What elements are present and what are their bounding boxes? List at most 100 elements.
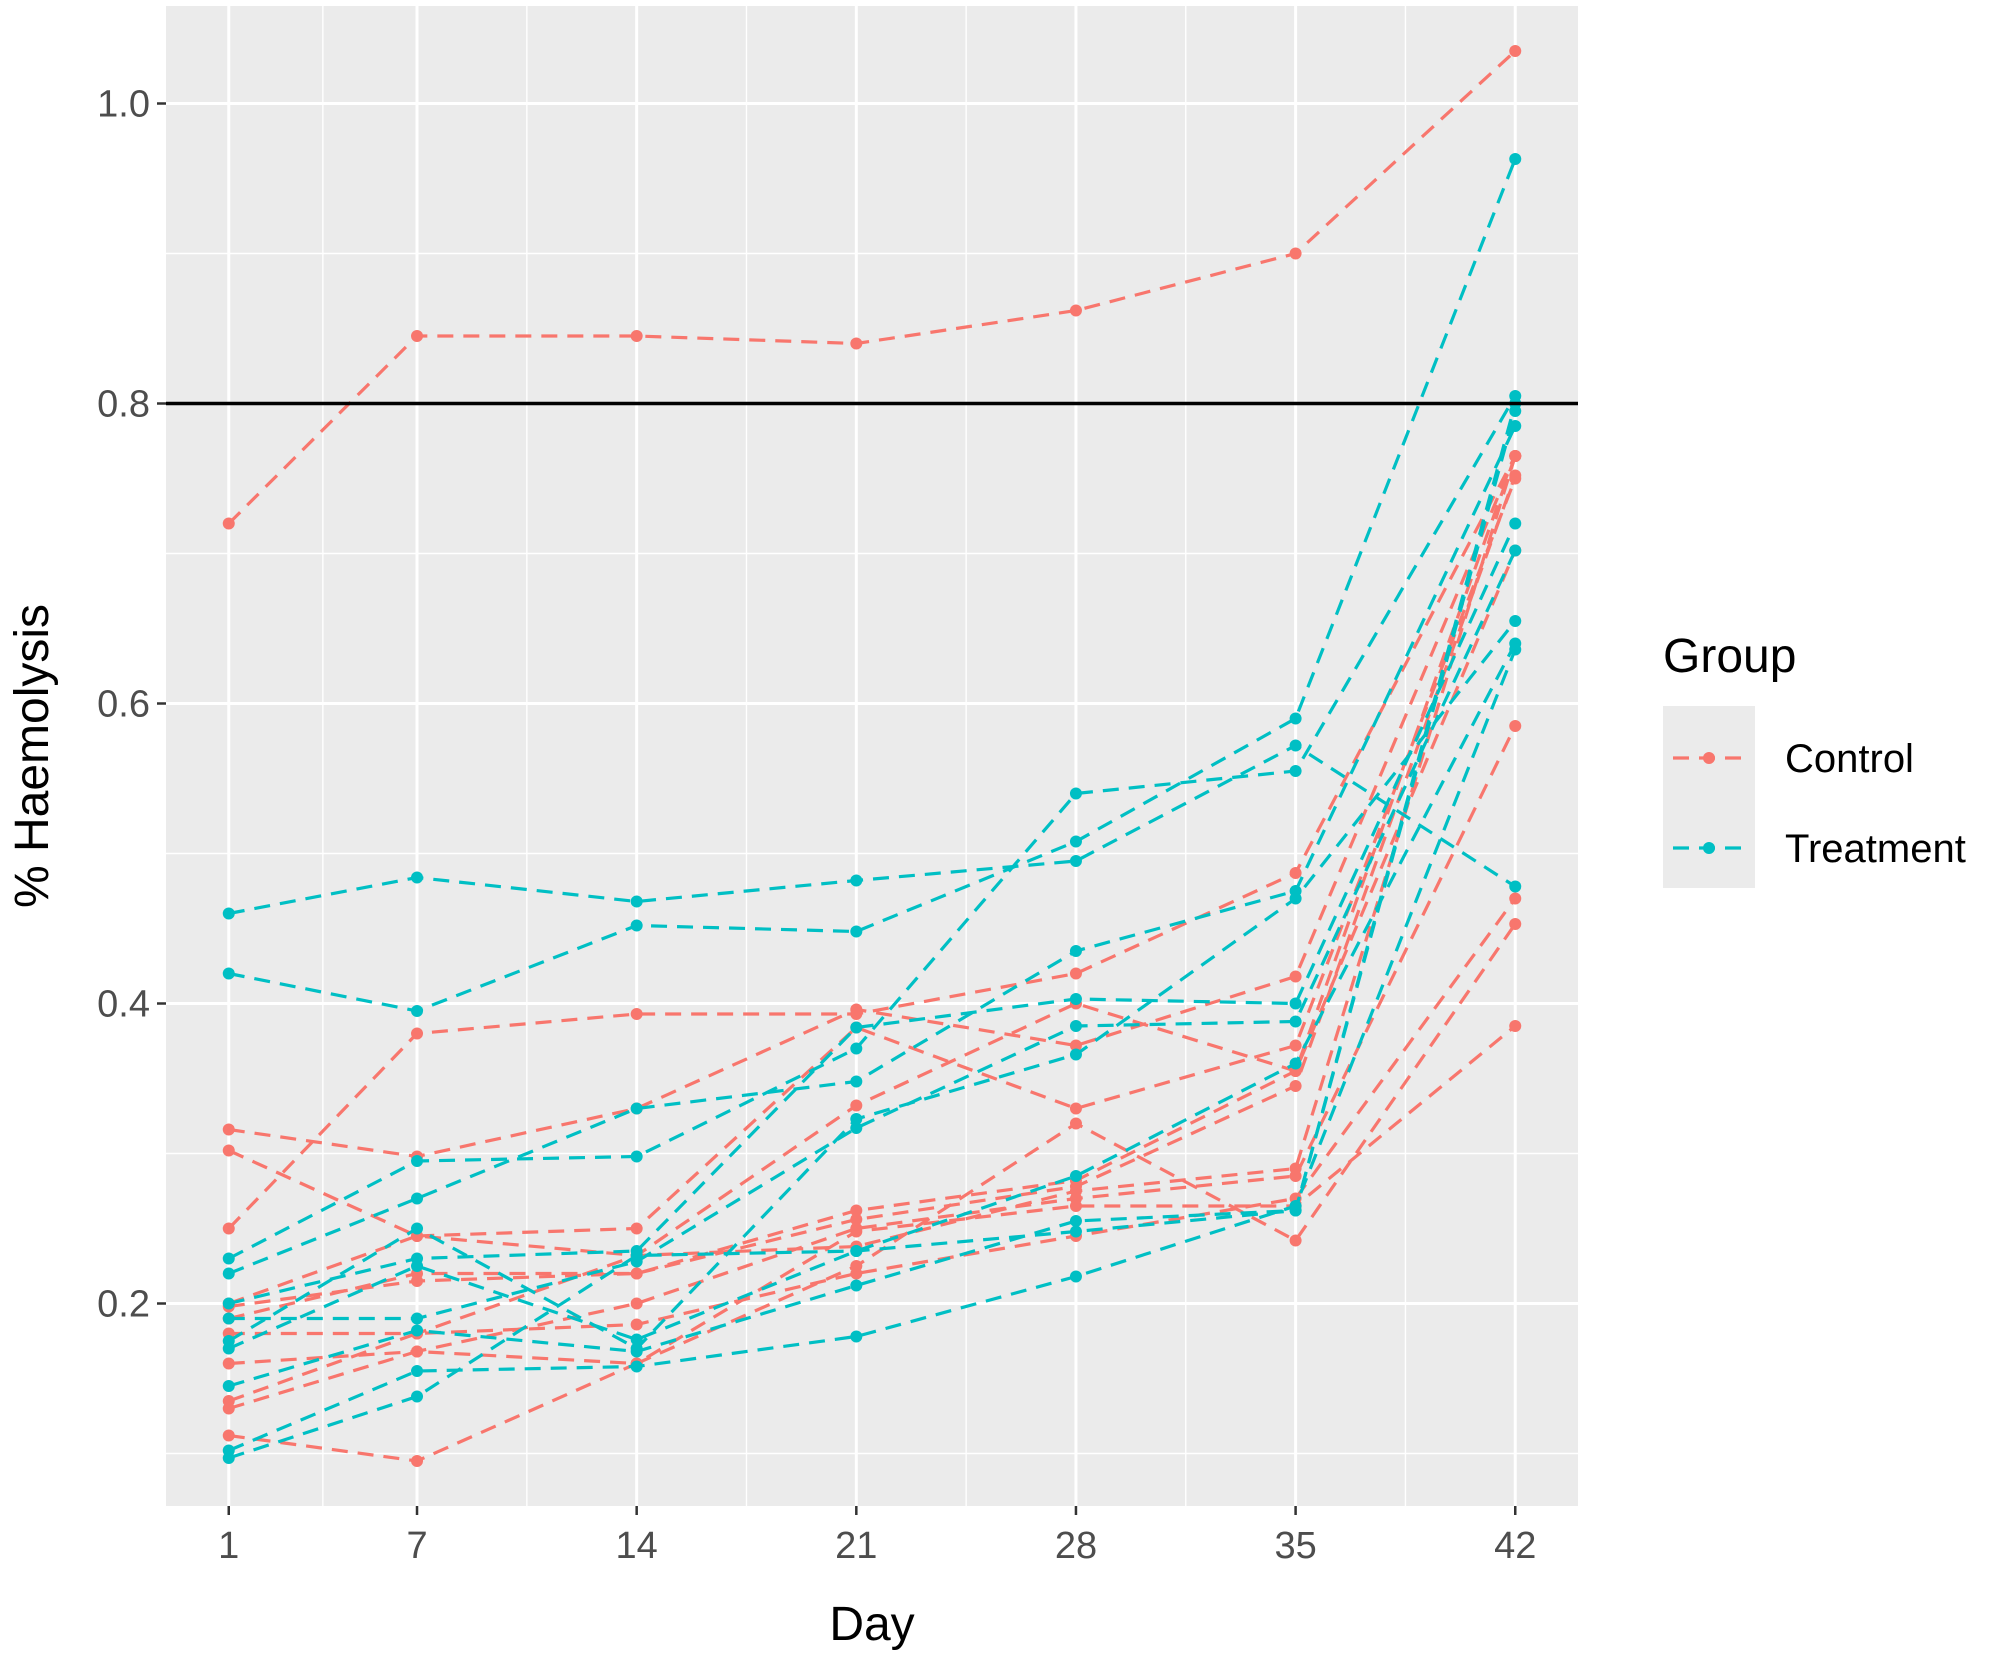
data-point: [630, 1333, 643, 1346]
legend: Group Control Treatment: [1663, 630, 1966, 888]
data-point: [1289, 1057, 1302, 1070]
data-point: [1509, 918, 1522, 930]
data-point: [222, 1123, 235, 1136]
data-point: [222, 1452, 235, 1464]
data-point: [850, 1279, 863, 1292]
legend-title: Group: [1663, 630, 1796, 683]
legend-entry-control: Control: [1673, 737, 1914, 781]
data-point: [630, 919, 643, 932]
data-point: [222, 1357, 235, 1370]
legend-label: Control: [1785, 737, 1914, 781]
data-point: [850, 1003, 863, 1016]
data-point: [1069, 1020, 1082, 1032]
data-point: [1289, 1039, 1302, 1052]
data-point: [411, 1345, 424, 1358]
series-treatment-16: [222, 420, 1522, 1280]
legend-entries: Control Treatment: [1673, 737, 1966, 871]
data-point: [1069, 1215, 1082, 1227]
y-tick-label: 1.0: [97, 84, 150, 126]
data-point: [411, 1455, 424, 1467]
data-point: [850, 1075, 863, 1088]
data-point: [850, 1113, 863, 1125]
data-point: [222, 1312, 235, 1325]
data-point: [222, 1267, 235, 1280]
data-point: [850, 1225, 863, 1238]
data-point: [1069, 1270, 1082, 1283]
data-point: [1509, 720, 1522, 732]
data-point: [1289, 1170, 1302, 1182]
data-point: [222, 1252, 235, 1265]
legend-key-point: [1703, 842, 1715, 854]
series-treatment-14: [222, 153, 1522, 1017]
data-point: [1509, 45, 1522, 57]
data-point: [1069, 1200, 1082, 1212]
series-treatment-15: [222, 390, 1522, 1265]
data-point: [222, 1222, 235, 1235]
data-point: [1509, 450, 1522, 462]
x-tick-label: 42: [1494, 1525, 1536, 1567]
x-axis: 1 7 14 21 28 35 42: [218, 1506, 1536, 1567]
x-tick-label: 1: [218, 1525, 239, 1567]
data-point: [411, 1155, 424, 1167]
data-point: [1509, 1020, 1522, 1032]
data-point: [411, 1027, 424, 1040]
series-treatment-20: [222, 637, 1522, 1355]
legend-label: Treatment: [1785, 827, 1966, 871]
x-tick-label: 28: [1055, 1525, 1097, 1567]
data-point: [222, 517, 235, 530]
data-point: [1509, 544, 1522, 557]
data-point: [411, 1312, 424, 1325]
data-point: [630, 1267, 643, 1280]
data-point: [630, 330, 643, 342]
series-control-1: [222, 45, 1522, 530]
data-point: [630, 1318, 643, 1331]
data-point: [1509, 880, 1522, 893]
x-tick-label: 7: [406, 1525, 427, 1567]
data-point: [1509, 469, 1522, 482]
data-point: [411, 1192, 424, 1205]
legend-key-point: [1703, 752, 1715, 764]
data-point: [222, 1297, 235, 1310]
data-point: [850, 925, 863, 938]
data-point: [850, 337, 863, 350]
data-point: [1289, 247, 1302, 260]
data-point: [1289, 1234, 1302, 1247]
data-point: [1069, 855, 1082, 867]
data-point: [850, 874, 863, 887]
y-axis: 0.2 0.4 0.6 0.8 1.0: [97, 84, 166, 1326]
plot-panel: [166, 6, 1578, 1506]
data-point: [1509, 892, 1522, 905]
data-point: [1289, 970, 1302, 983]
data-point: [1289, 1080, 1302, 1092]
series-treatment-18: [222, 544, 1522, 1325]
data-point: [850, 1260, 863, 1272]
data-point: [222, 907, 235, 920]
y-axis-title: % Haemolysis: [6, 604, 59, 908]
x-tick-label: 21: [835, 1525, 877, 1567]
y-tick-label: 0.8: [97, 384, 150, 426]
data-point: [1289, 765, 1302, 777]
data-point: [630, 1249, 643, 1262]
data-point: [1069, 993, 1082, 1005]
data-point: [1289, 892, 1302, 905]
data-point: [1069, 304, 1082, 317]
data-point: [1289, 1015, 1302, 1028]
data-point: [411, 871, 424, 884]
data-point: [411, 1260, 424, 1272]
data-point: [411, 1365, 424, 1377]
data-point: [850, 1245, 863, 1257]
data-point: [630, 1345, 643, 1358]
data-point: [1069, 835, 1082, 848]
data-point: [1289, 712, 1302, 725]
data-point: [630, 1297, 643, 1310]
data-point: [1069, 1225, 1082, 1238]
data-point: [850, 1204, 863, 1217]
legend-key-background: [1663, 706, 1755, 888]
data-point: [630, 1222, 643, 1235]
y-tick-label: 0.6: [97, 684, 150, 726]
x-tick-label: 35: [1274, 1525, 1316, 1567]
data-point: [1509, 153, 1522, 165]
data-point: [411, 1324, 424, 1337]
data-point: [222, 1402, 235, 1415]
